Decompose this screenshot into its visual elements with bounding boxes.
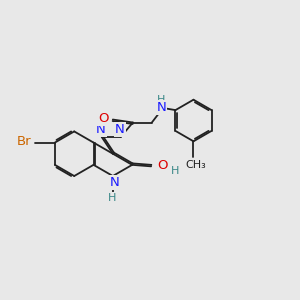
Text: N: N <box>110 176 119 189</box>
Text: Br: Br <box>17 136 32 148</box>
Text: N: N <box>96 123 106 136</box>
Text: O: O <box>157 159 168 172</box>
Text: H: H <box>157 95 166 105</box>
Text: H: H <box>108 193 116 202</box>
Text: CH₃: CH₃ <box>185 160 206 170</box>
Text: N: N <box>157 101 166 114</box>
Text: H: H <box>171 166 179 176</box>
Text: O: O <box>98 112 109 125</box>
Text: N: N <box>115 123 125 136</box>
